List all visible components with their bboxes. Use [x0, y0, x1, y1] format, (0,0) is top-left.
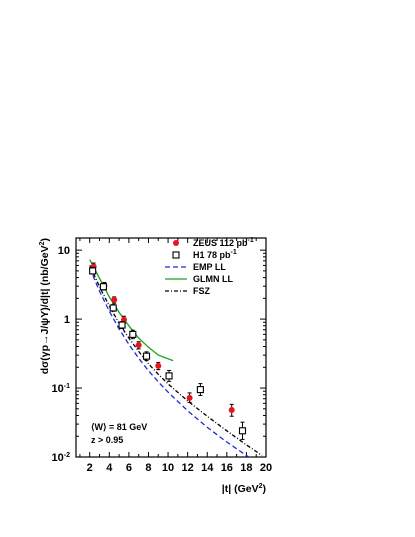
x-tick-label: 4	[106, 462, 113, 474]
legend-label-emp-ll: EMP LL	[193, 262, 226, 272]
legend: ZEUS 112 pb-1H1 78 pb-1 EMP LL GLMN LL FSZ	[165, 237, 254, 296]
y-tick-label: 1	[64, 314, 70, 326]
annotation-w: ⟨W⟩ = 81 GeV	[91, 422, 147, 432]
y-tick-label: 10-1	[52, 383, 71, 395]
x-tick-label: 12	[182, 462, 194, 474]
zeus-point	[228, 407, 235, 414]
curve-emp-ll	[89, 267, 251, 457]
x-tick-label: 20	[260, 462, 272, 474]
h1-point	[109, 304, 117, 312]
zeus-point	[155, 362, 162, 369]
h1-point	[99, 283, 107, 291]
legend-label-fsz: FSZ	[193, 286, 211, 296]
legend-marker-h1-78-pb	[172, 251, 180, 259]
x-tick-label: 8	[145, 462, 151, 474]
y-axis-title: dσ(γp→J/ψY)/d|t| (nb/GeV2)	[39, 238, 51, 374]
zeus-point	[135, 342, 142, 349]
x-tick-label: 16	[221, 462, 233, 474]
h1-point	[196, 386, 204, 394]
h1-point	[165, 372, 173, 380]
h1-point	[142, 352, 151, 360]
zeus-point	[186, 394, 193, 401]
x-tick-label: 14	[201, 462, 214, 474]
x-tick-label: 2	[87, 462, 93, 474]
x-axis-title: |t| (GeV2)	[222, 483, 266, 495]
legend-label-glmn-ll: GLMN LL	[193, 274, 233, 284]
curve-glmn-ll	[89, 259, 174, 362]
legend-marker-zeus-112-pb	[173, 240, 179, 246]
model-curves	[89, 259, 263, 457]
h1-point	[118, 321, 126, 329]
legend-label-zeus-112-pb: ZEUS 112 pb-1	[193, 237, 254, 248]
legend-label-h1-78-pb: H1 78 pb-1	[193, 249, 237, 260]
annotation-z: z > 0.95	[91, 435, 123, 445]
data-points	[89, 262, 247, 440]
x-tick-label: 10	[162, 462, 174, 474]
x-tick-label: 18	[240, 462, 252, 474]
plot-frame	[75, 237, 267, 458]
y-tick-label: 10-2	[52, 452, 71, 464]
x-tick-label: 6	[126, 462, 132, 474]
h1-point	[129, 330, 137, 338]
h1-point	[89, 267, 97, 275]
h1-point	[238, 427, 247, 435]
axis-ticks: 2 4 6 8 10 12 14 16 18 20 10 1 10-1 10-2	[52, 238, 272, 474]
zeus-point	[111, 296, 118, 303]
y-tick-label: 10	[58, 245, 70, 257]
